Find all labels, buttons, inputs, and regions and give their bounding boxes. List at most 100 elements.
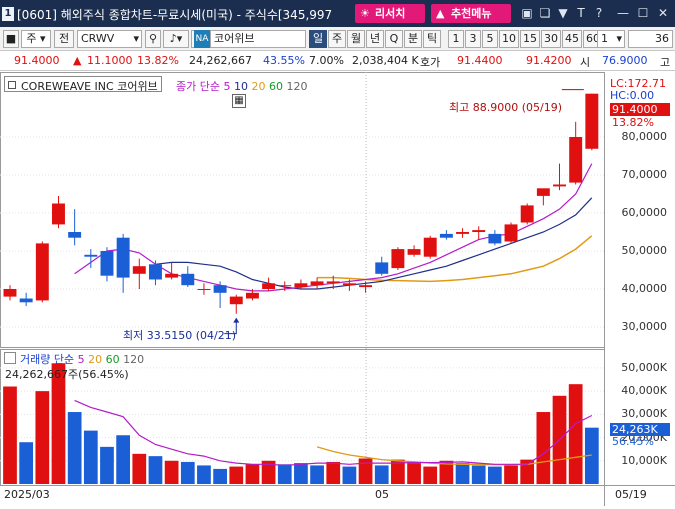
- volume-axis-tick: 50,000K: [621, 360, 667, 374]
- volume-bar: [391, 459, 405, 484]
- volume-bar: [67, 412, 82, 484]
- current-price-tag: 91.4000: [610, 103, 670, 116]
- volume-bar: [148, 456, 163, 484]
- minimize-icon[interactable]: —: [617, 6, 629, 20]
- candle-body: [326, 281, 340, 284]
- volume-bar: [310, 465, 324, 484]
- symbol-value: CRWV: [81, 32, 115, 45]
- prev-button[interactable]: 전: [54, 30, 74, 48]
- candle-body: [181, 273, 195, 286]
- minute-button[interactable]: 45: [562, 30, 582, 48]
- period-button[interactable]: 주: [328, 30, 346, 48]
- candle-body: [423, 237, 437, 257]
- restore-icon[interactable]: ❏: [539, 6, 551, 20]
- minute-button[interactable]: 30: [541, 30, 561, 48]
- minute-button[interactable]: 10: [499, 30, 519, 48]
- title-bar: 1 [0601] 해외주식 종합차트-무료시세(미국) - 주식수[345,99…: [0, 0, 675, 27]
- period-button[interactable]: 틱: [423, 30, 441, 48]
- period-button[interactable]: 년: [366, 30, 384, 48]
- stock-name-field: 코어위브: [210, 30, 306, 48]
- close-icon[interactable]: ✕: [657, 6, 669, 20]
- volume-bar: [520, 459, 535, 484]
- ma-period-60: 60: [268, 80, 283, 93]
- ma-period-5: 5: [223, 80, 231, 93]
- period-button[interactable]: 월: [347, 30, 365, 48]
- volume-bar: [455, 463, 470, 484]
- layout-icon[interactable]: ▣: [521, 6, 533, 20]
- candle-body: [391, 249, 405, 269]
- ma-period-120: 120: [286, 80, 308, 93]
- high-label: 고: [660, 56, 671, 69]
- pin-icon[interactable]: ▼: [558, 6, 568, 20]
- ask-label: 호가: [420, 56, 441, 69]
- price-axis-tick: 30,0000: [621, 320, 668, 333]
- turnover-percent: 7.00%: [309, 54, 344, 67]
- chart-svg[interactable]: [0, 72, 675, 506]
- ma20-line: [317, 235, 593, 283]
- quote-bar: 91.4000 ▲ 11.1000 13.82% 24,262,667 43.5…: [0, 51, 675, 71]
- minute-button[interactable]: 5: [482, 30, 498, 48]
- volume-bar: [277, 464, 292, 484]
- vol-ma-period-60: 60: [105, 353, 120, 366]
- help-icon[interactable]: ?: [595, 6, 603, 20]
- symbol-input[interactable]: CRWV ▾: [77, 30, 142, 48]
- open-price: 76.9000: [602, 54, 648, 67]
- volume-tag: 24,263K: [610, 423, 670, 436]
- volume-axis-tick: 10,000K: [621, 453, 667, 467]
- price-axis-tick: 60,0000: [621, 206, 668, 219]
- low-marker-line: [224, 319, 237, 335]
- price-axis-tick: 50,0000: [621, 244, 668, 257]
- volume-percent-tag: 56.45%: [612, 435, 654, 448]
- candle-body: [488, 233, 502, 244]
- price-legend: COREWEAVE INC 코어위브: [4, 76, 162, 93]
- period-button[interactable]: 일: [309, 30, 327, 48]
- candle-body: [278, 285, 292, 287]
- market-select[interactable]: 주 ▾: [21, 30, 51, 48]
- grid-toggle-icon[interactable]: ▦: [232, 94, 246, 108]
- hc-label: HC:0.00: [610, 89, 655, 102]
- text-size-icon[interactable]: T: [577, 6, 585, 20]
- volume-ma5-line: [74, 399, 593, 467]
- candle-body: [197, 289, 211, 290]
- minute-button[interactable]: 1: [448, 30, 464, 48]
- research-button[interactable]: ☀ 리서치: [355, 4, 425, 23]
- volume-bar: [326, 461, 341, 484]
- recommend-menu-button[interactable]: ▲ 추천메뉴: [431, 4, 511, 23]
- chart-area[interactable]: COREWEAVE INC 코어위브 종가 단순 5 10 20 60 120 …: [0, 72, 675, 506]
- volume-bar: [116, 435, 131, 484]
- candle-body: [229, 296, 243, 305]
- volume-bar: [439, 460, 454, 484]
- current-price: 91.4000: [14, 54, 60, 67]
- chart-menu-icon[interactable]: ■: [3, 30, 19, 48]
- minute-button[interactable]: 3: [465, 30, 481, 48]
- period-button[interactable]: 분: [404, 30, 422, 48]
- interval-input[interactable]: 1 ▾: [597, 30, 625, 48]
- count-input[interactable]: 36: [628, 30, 673, 48]
- volume-bar: [374, 465, 389, 484]
- x-label-month: 05: [375, 488, 389, 501]
- maximize-icon[interactable]: ☐: [637, 6, 649, 20]
- candle-body: [3, 289, 17, 297]
- candle-body: [553, 184, 566, 187]
- minute-button[interactable]: 15: [520, 30, 540, 48]
- volume-ma20-line: [316, 446, 592, 466]
- volume-bar: [584, 427, 599, 484]
- research-label: 리서치: [375, 7, 406, 20]
- search-icon[interactable]: ⚲: [145, 30, 161, 48]
- previous-volume: 2,038,404 K: [352, 54, 419, 67]
- ma10-line: [155, 197, 593, 290]
- current-percent-tag: 13.82%: [612, 116, 654, 129]
- ma-period-20: 20: [251, 80, 266, 93]
- volume-legend: 거래량 단순 5 20 60 120: [20, 351, 144, 367]
- price-axis-tick: 40,0000: [621, 282, 668, 295]
- speaker-icon[interactable]: ♪▾: [163, 30, 189, 48]
- volume-bar: [51, 363, 66, 484]
- period-button[interactable]: Q: [385, 30, 403, 48]
- ma-legend-label: 종가 단순: [176, 80, 220, 93]
- candle-body: [585, 93, 599, 149]
- toolbar: ■ 주 ▾ 전 CRWV▾ ⚲ ♪▾ ✧ NA 코어위브 일주월년Q분틱1351…: [0, 27, 675, 51]
- bid-price: 91.4200: [526, 54, 572, 67]
- volume-bar: [487, 466, 502, 484]
- volume-bar: [423, 466, 438, 484]
- volume-bar: [213, 468, 227, 484]
